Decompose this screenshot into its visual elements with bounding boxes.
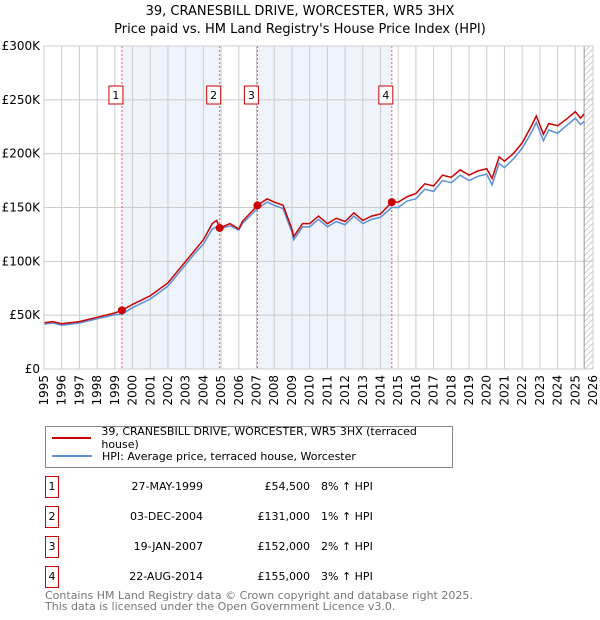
sale-price: £152,000: [257, 540, 311, 553]
footer-line: Contains HM Land Registry data © Crown c…: [45, 589, 473, 602]
sale-label-box: [243, 85, 259, 105]
table-row: 3 19-JAN-2007 £152,000 2% ↑ HPI: [45, 536, 465, 558]
sale-price: £155,000: [257, 570, 311, 583]
table-row: 4 22-AUG-2014 £155,000 3% ↑ HPI: [45, 566, 465, 588]
x-tick-label: 2004: [196, 375, 210, 406]
x-tick-label: 1997: [72, 375, 86, 406]
blue-line-swatch: [52, 455, 92, 457]
sale-point: [387, 198, 396, 207]
x-tick-label: 2015: [391, 375, 405, 406]
x-tick-label: 2017: [427, 375, 441, 406]
x-tick-label: 2014: [373, 375, 387, 406]
y-tick-label: £200K: [2, 147, 42, 161]
legend-item-hpi: HPI: Average price, terraced house, Worc…: [46, 447, 356, 465]
x-tick-label: 2025: [568, 375, 582, 406]
price-chart: 1995 1996 1997 1998 1999 2000 2001 2002 2003 2004…: [2, 39, 600, 406]
x-tick-label: 2021: [497, 375, 511, 406]
sale-label: 1: [112, 89, 119, 102]
x-tick-label: 1998: [90, 375, 104, 406]
sale-number-badge: 4: [45, 566, 59, 588]
y-tick-label: £100K: [2, 254, 42, 268]
footer-line: This data is licensed under the Open Gov…: [45, 600, 396, 613]
hpi-line: [43, 117, 585, 326]
hpi-change: 3% ↑ HPI: [321, 570, 373, 583]
sale-label: 4: [382, 89, 389, 102]
y-tick-label: £300K: [2, 39, 42, 53]
sale-label: 3: [248, 89, 255, 102]
x-tick-label: 2019: [462, 375, 476, 406]
legend-label: 39, CRANESBILL DRIVE, WORCESTER, WR5 3HX…: [101, 425, 417, 451]
sale-label-box: [378, 85, 394, 105]
sale-point: [253, 201, 262, 210]
x-tick-label: 2007: [250, 375, 264, 406]
sale-number-badge: 2: [45, 506, 59, 528]
x-tick-label: 2013: [356, 375, 370, 406]
x-tick-label: 2003: [179, 375, 193, 406]
x-tick-label: 2012: [338, 375, 352, 406]
x-tick-label: 2018: [444, 375, 458, 406]
x-tick-label: 2006: [232, 375, 246, 406]
sale-number-badge: 1: [45, 476, 59, 498]
table-row: 2 03-DEC-2004 £131,000 1% ↑ HPI: [45, 506, 465, 528]
sale-date: 19-JAN-2007: [133, 540, 203, 553]
hpi-change: 1% ↑ HPI: [321, 510, 373, 523]
y-tick-label: £50K: [9, 308, 41, 322]
x-tick-label: 2022: [515, 375, 529, 406]
hpi-change: 2% ↑ HPI: [321, 540, 373, 553]
sale-price: £131,000: [257, 510, 311, 523]
y-tick-label: £0: [25, 362, 40, 376]
chart-title: 39, CRANESBILL DRIVE, WORCESTER, WR5 3HX: [145, 4, 455, 19]
sale-number-badge: 3: [45, 536, 59, 558]
x-tick-label: 1999: [108, 375, 122, 406]
sale-point: [117, 306, 126, 315]
x-tick-label: 2009: [285, 375, 299, 406]
sale-date: 27-MAY-1999: [131, 480, 203, 493]
sale-price: £54,500: [264, 480, 311, 493]
x-tick-label: 2026: [586, 375, 600, 406]
sale-point: [215, 223, 224, 232]
legend: 39, CRANESBILL DRIVE, WORCESTER, WR5 3HX…: [45, 425, 453, 468]
x-tick-label: 2008: [267, 375, 281, 406]
x-tick-label: 2001: [143, 375, 157, 406]
red-line-swatch: [52, 437, 92, 439]
x-tick-label: 2010: [303, 375, 317, 406]
sale-date: 22-AUG-2014: [129, 570, 203, 583]
x-tick-label: 2023: [533, 375, 547, 406]
plot-frame: [43, 45, 594, 370]
x-tick-label: 1995: [37, 375, 51, 406]
y-tick-label: £150K: [2, 201, 42, 215]
x-tick-label: 1996: [55, 375, 69, 406]
x-tick-label: 2024: [551, 375, 565, 406]
x-tick-label: 2020: [480, 375, 494, 406]
x-tick-label: 2016: [409, 375, 423, 406]
y-tick-label: £250K: [2, 93, 42, 107]
property-price-line: [43, 110, 585, 325]
legend-label: HPI: Average price, terraced house, Worc…: [102, 449, 356, 463]
legend-item-property: 39, CRANESBILL DRIVE, WORCESTER, WR5 3HX…: [46, 425, 452, 451]
hpi-change: 8% ↑ HPI: [321, 480, 373, 493]
sale-date: 03-DEC-2004: [129, 510, 203, 523]
sale-label: 2: [210, 89, 217, 102]
x-tick-label: 2000: [126, 375, 140, 406]
sale-label-box: [108, 85, 124, 105]
x-tick-label: 2011: [320, 375, 334, 406]
sale-label-box: [206, 85, 222, 105]
x-tick-label: 2005: [214, 375, 228, 406]
x-tick-label: 2002: [161, 375, 175, 406]
chart-subtitle: Price paid vs. HM Land Registry's House …: [114, 22, 486, 37]
table-row: 1 27-MAY-1999 £54,500 8% ↑ HPI: [45, 476, 465, 498]
